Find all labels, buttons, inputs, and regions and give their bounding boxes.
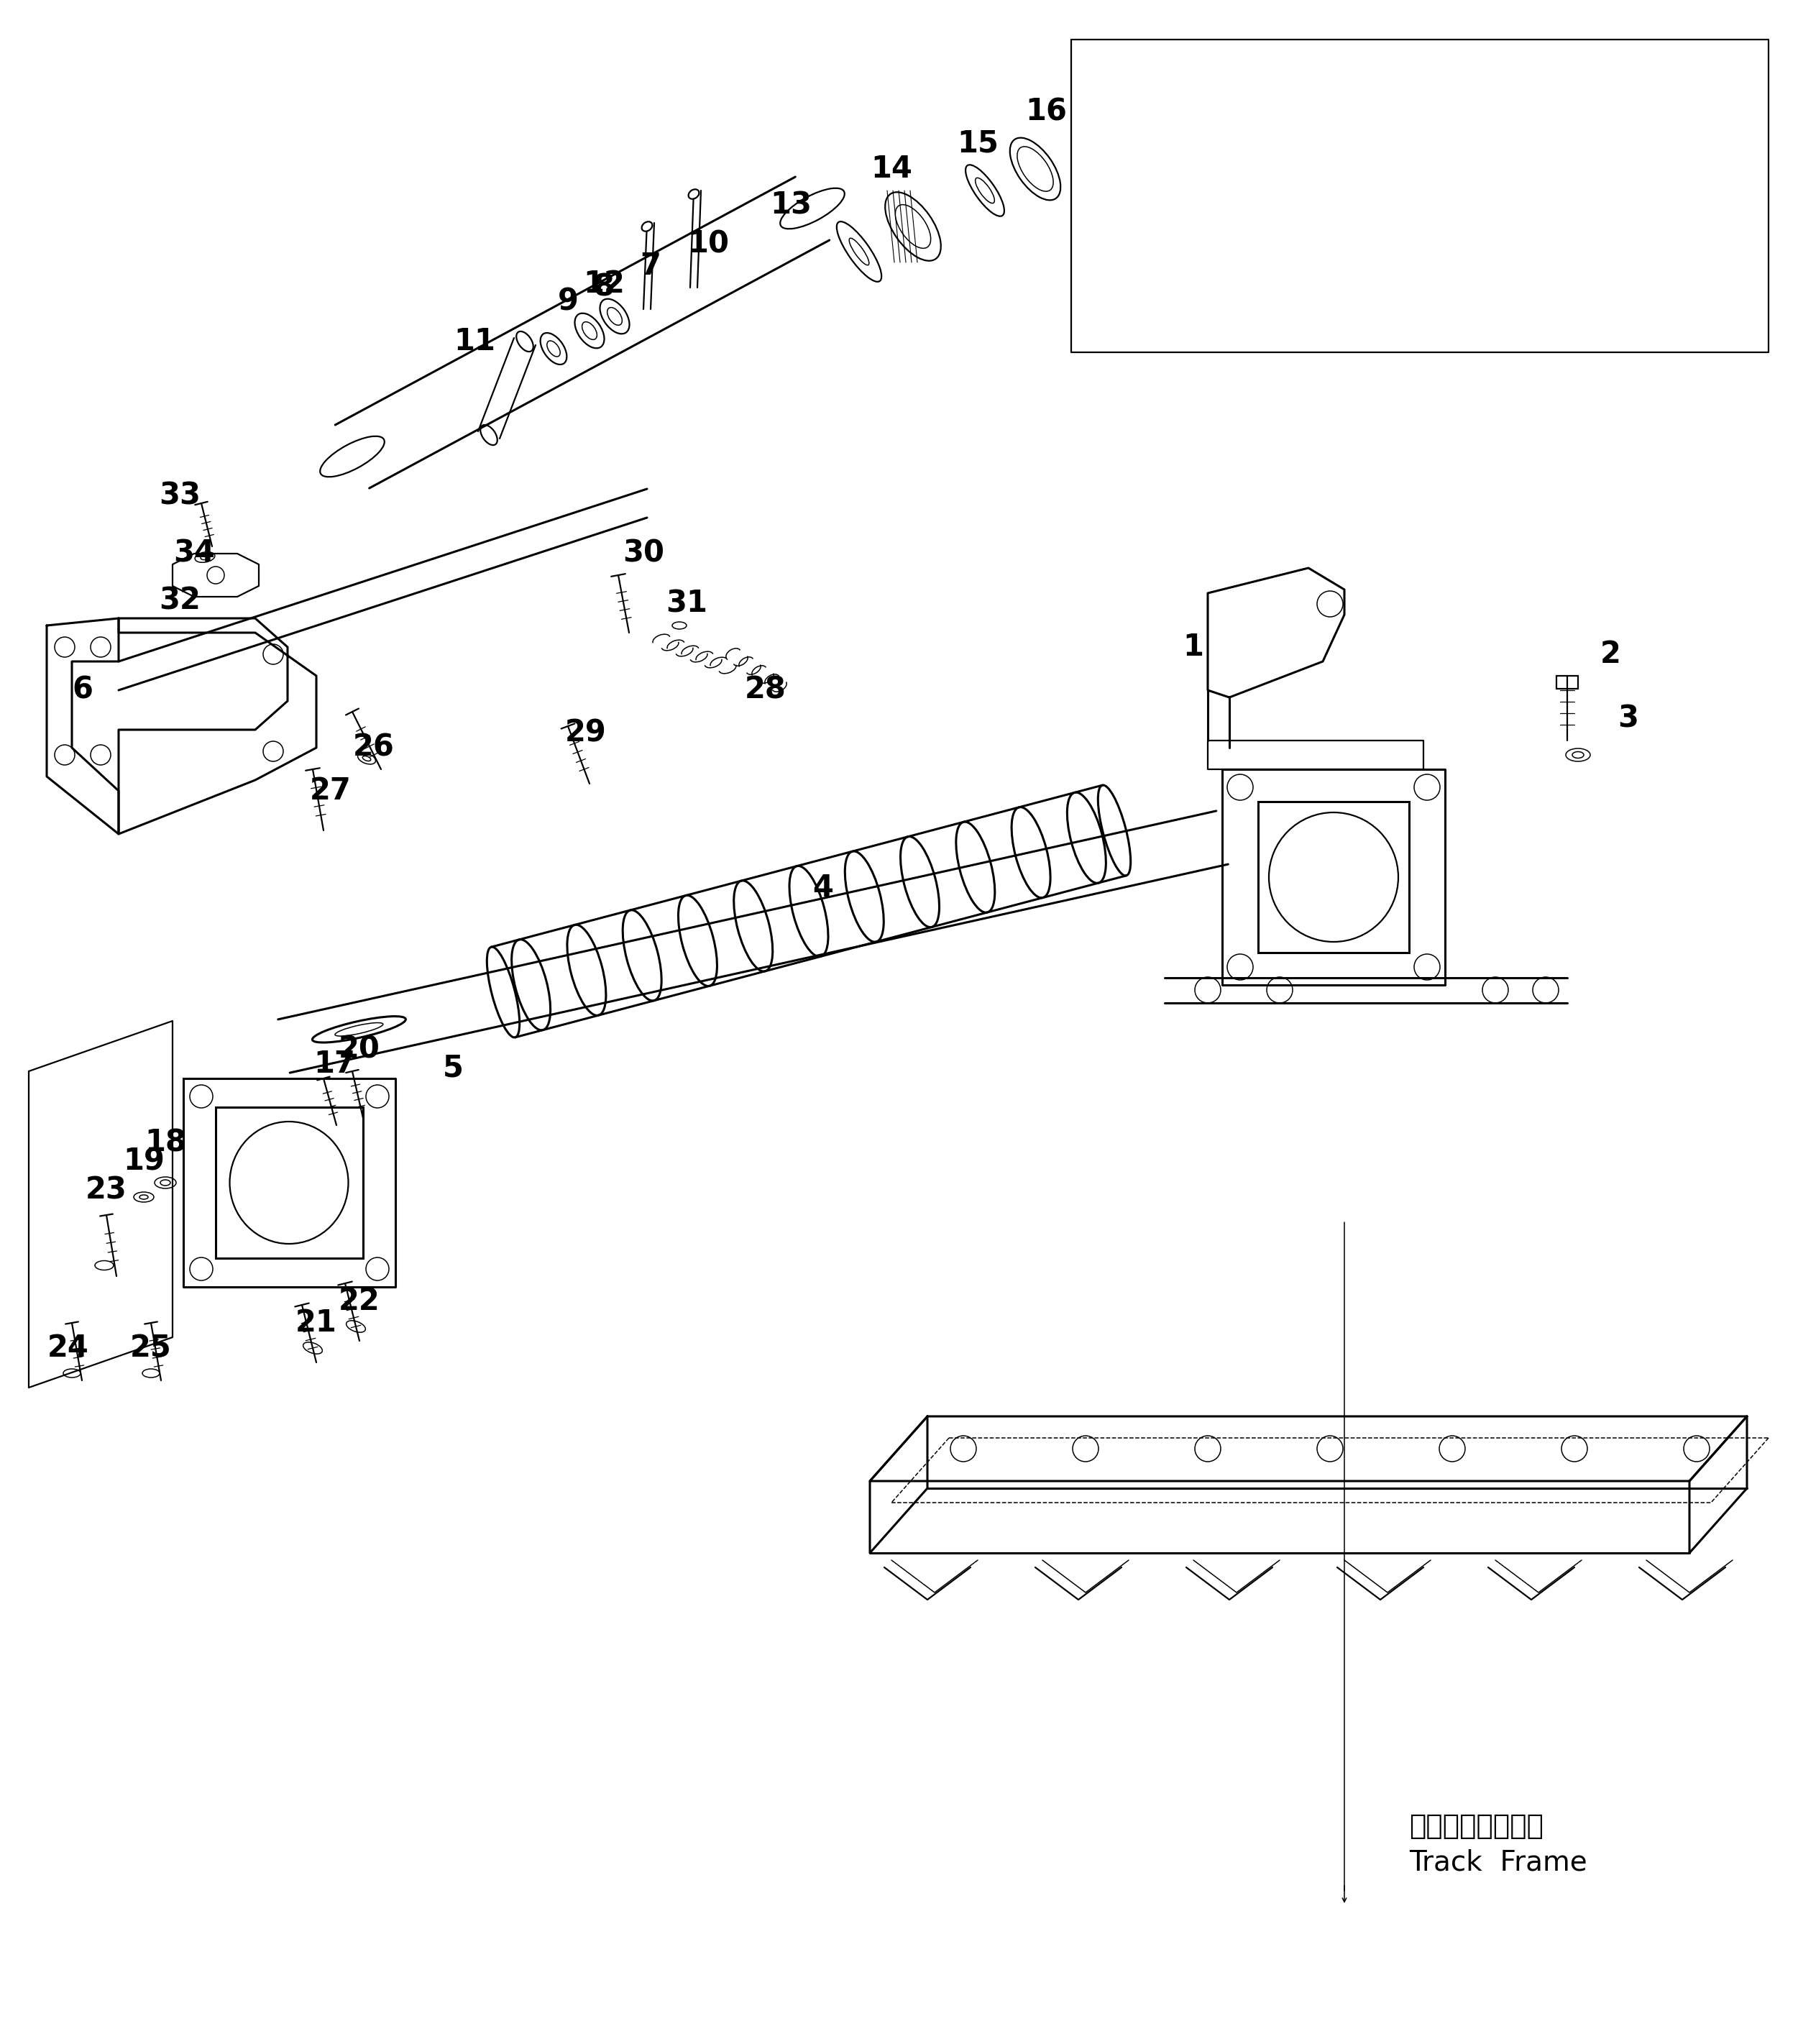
Text: 31: 31 xyxy=(665,589,707,619)
Text: 27: 27 xyxy=(309,777,351,805)
Text: 20: 20 xyxy=(338,1034,379,1065)
Text: 2: 2 xyxy=(1600,640,1620,668)
Text: 28: 28 xyxy=(744,675,786,705)
Text: 30: 30 xyxy=(622,538,663,568)
Bar xyxy=(216,1108,363,1259)
Text: 33: 33 xyxy=(158,480,201,511)
Text: 16: 16 xyxy=(1025,96,1066,127)
Text: 1: 1 xyxy=(1183,632,1205,662)
Text: 34: 34 xyxy=(173,538,216,568)
Text: 4: 4 xyxy=(813,873,834,903)
Text: 17: 17 xyxy=(313,1049,356,1079)
Text: 24: 24 xyxy=(47,1333,90,1363)
Bar xyxy=(1259,801,1410,953)
Text: 32: 32 xyxy=(158,585,201,615)
Text: 25: 25 xyxy=(129,1333,173,1363)
Text: 9: 9 xyxy=(557,286,579,317)
Text: 7: 7 xyxy=(640,251,662,282)
Text: 22: 22 xyxy=(338,1286,379,1316)
Text: 19: 19 xyxy=(122,1147,165,1175)
Text: 18: 18 xyxy=(144,1128,187,1159)
Text: 14: 14 xyxy=(870,153,912,184)
Text: トラックフレーム: トラックフレーム xyxy=(1410,1813,1543,1840)
Text: 29: 29 xyxy=(565,717,606,748)
Text: 3: 3 xyxy=(1618,703,1638,734)
Ellipse shape xyxy=(642,221,653,231)
Bar xyxy=(1557,677,1579,689)
Text: 13: 13 xyxy=(770,190,811,221)
Text: 6: 6 xyxy=(72,675,93,705)
Text: 12: 12 xyxy=(583,270,624,298)
Text: 15: 15 xyxy=(957,129,998,159)
Text: 26: 26 xyxy=(352,732,394,762)
Text: 10: 10 xyxy=(687,229,728,260)
Text: 23: 23 xyxy=(86,1175,128,1206)
Text: 11: 11 xyxy=(453,327,494,356)
Text: 5: 5 xyxy=(442,1053,464,1083)
Text: 21: 21 xyxy=(295,1308,338,1339)
Text: 8: 8 xyxy=(593,272,615,303)
Text: Track  Frame: Track Frame xyxy=(1410,1848,1588,1876)
Ellipse shape xyxy=(689,190,699,198)
